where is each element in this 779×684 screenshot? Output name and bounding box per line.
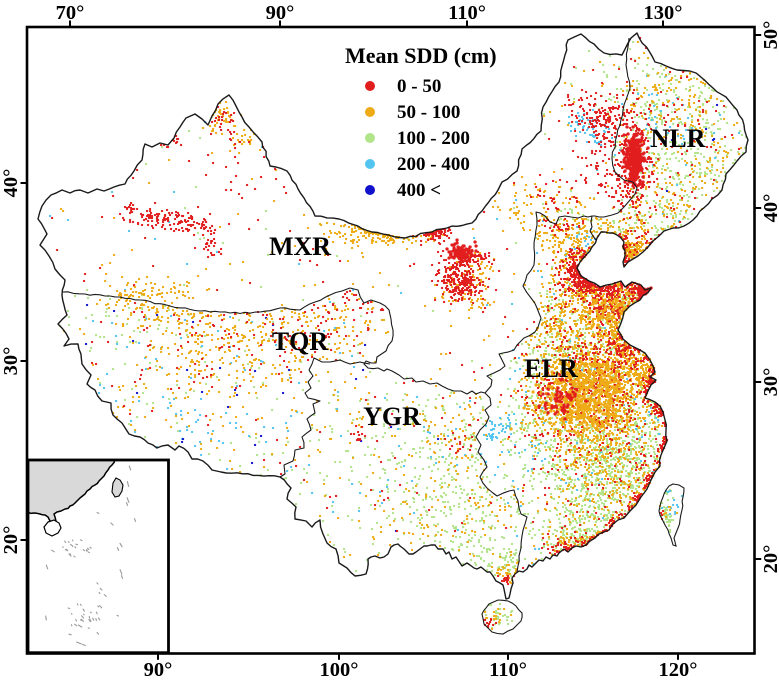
svg-text:MXR: MXR: [269, 232, 331, 261]
svg-text:0 - 50: 0 - 50: [397, 76, 441, 97]
svg-text:90°: 90°: [266, 2, 295, 24]
svg-text:90°: 90°: [144, 659, 173, 681]
svg-text:200 - 400: 200 - 400: [397, 154, 470, 175]
svg-text:40°: 40°: [0, 169, 22, 198]
svg-text:Mean SDD (cm): Mean SDD (cm): [345, 43, 497, 68]
svg-text:30°: 30°: [760, 368, 779, 397]
svg-text:30°: 30°: [0, 347, 22, 376]
svg-text:TQR: TQR: [272, 327, 329, 356]
svg-text:70°: 70°: [56, 2, 85, 24]
svg-text:100 - 200: 100 - 200: [397, 128, 470, 149]
svg-text:120°: 120°: [659, 659, 698, 681]
svg-text:20°: 20°: [760, 545, 779, 574]
svg-text:50 - 100: 50 - 100: [397, 102, 460, 123]
svg-text:YGR: YGR: [363, 402, 421, 431]
svg-text:20°: 20°: [0, 526, 22, 555]
svg-text:110°: 110°: [489, 659, 527, 681]
svg-text:130°: 130°: [644, 2, 683, 24]
svg-text:100°: 100°: [320, 659, 359, 681]
svg-text:ELR: ELR: [524, 354, 578, 383]
svg-text:400 <: 400 <: [397, 180, 441, 201]
svg-text:NLR: NLR: [651, 124, 706, 153]
svg-text:50°: 50°: [760, 21, 779, 50]
svg-text:40°: 40°: [760, 194, 779, 223]
svg-text:110°: 110°: [448, 2, 486, 24]
